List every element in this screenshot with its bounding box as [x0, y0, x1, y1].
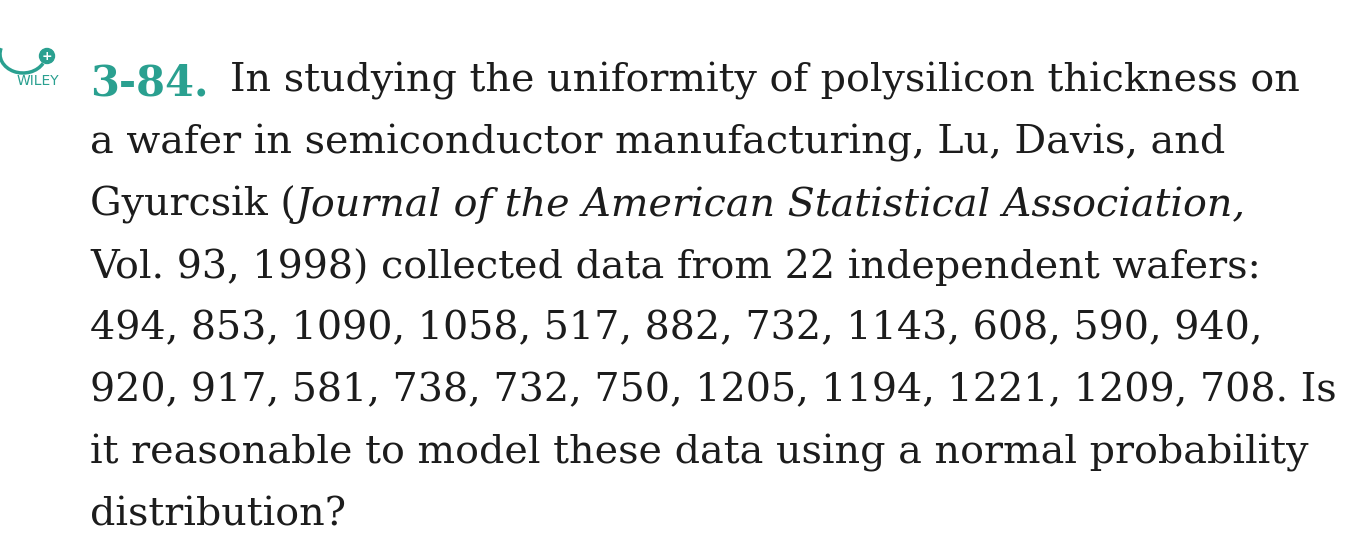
Text: Gyurcsik (: Gyurcsik ( — [90, 186, 296, 225]
Text: In studying the uniformity of polysilicon thickness on: In studying the uniformity of polysilico… — [230, 62, 1300, 100]
Text: WILEY: WILEY — [18, 74, 60, 88]
Text: a wafer in semiconductor manufacturing, Lu, Davis, and: a wafer in semiconductor manufacturing, … — [90, 124, 1225, 162]
Text: it reasonable to model these data using a normal probability: it reasonable to model these data using … — [90, 434, 1309, 472]
Text: +: + — [42, 49, 53, 62]
Circle shape — [39, 49, 54, 64]
Text: 920, 917, 581, 738, 732, 750, 1205, 1194, 1221, 1209, 708. Is: 920, 917, 581, 738, 732, 750, 1205, 1194… — [90, 372, 1336, 409]
Text: Vol. 93, 1998) collected data from 22 independent wafers:: Vol. 93, 1998) collected data from 22 in… — [90, 248, 1260, 286]
Text: 3-84.: 3-84. — [90, 62, 209, 104]
Text: 494, 853, 1090, 1058, 517, 882, 732, 1143, 608, 590, 940,: 494, 853, 1090, 1058, 517, 882, 732, 114… — [90, 310, 1263, 347]
Text: Journal of the American Statistical Association,: Journal of the American Statistical Asso… — [296, 186, 1245, 224]
Text: distribution?: distribution? — [90, 496, 346, 533]
